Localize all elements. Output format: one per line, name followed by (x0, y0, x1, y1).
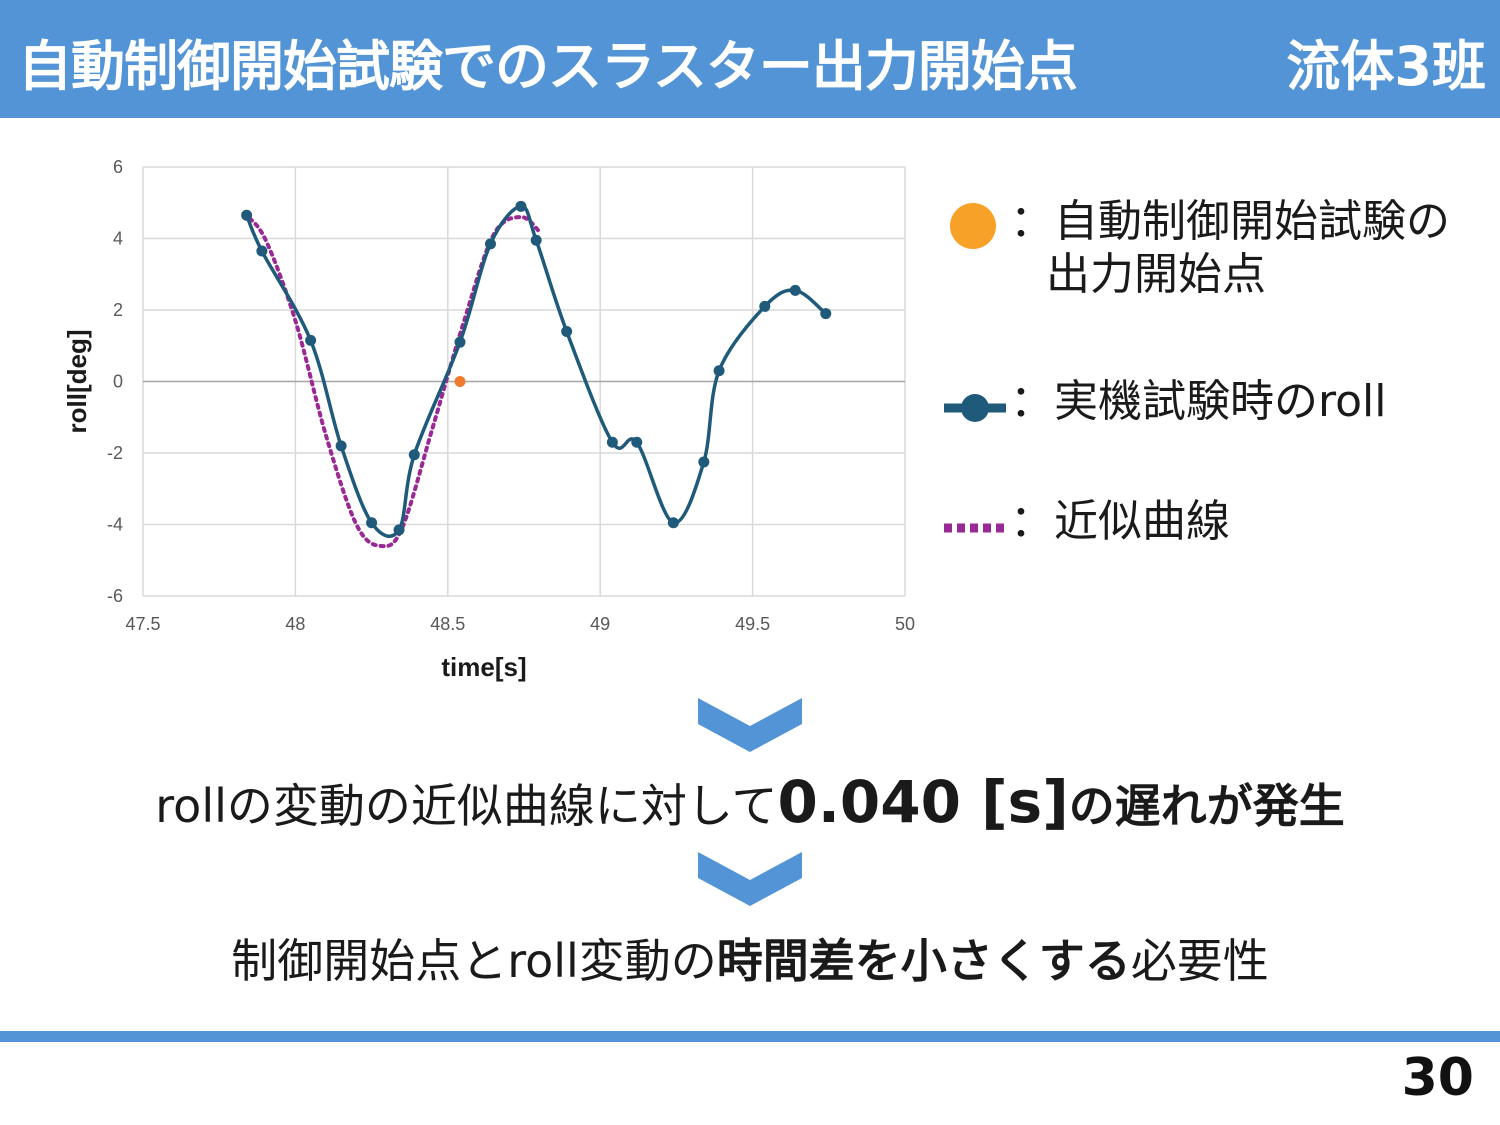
header-bar: 自動制御開始試験でのスラスター出力開始点 流体3班 (0, 0, 1500, 118)
x-tick-label: 48 (285, 614, 305, 634)
legend-label-start-point-line2: 出力開始点 (1046, 248, 1266, 300)
y-tick-label: -4 (107, 515, 123, 535)
roll-data-point (305, 334, 317, 346)
roll-data-point (606, 436, 618, 448)
roll-data-point (631, 436, 643, 448)
roll-data-point (820, 308, 832, 320)
roll-data-point (530, 234, 542, 246)
footer-bar (0, 1031, 1500, 1042)
statement-need: 制御開始点とroll変動の時間差を小さくする必要性 (0, 925, 1500, 991)
y-tick-label: 0 (113, 372, 123, 392)
x-tick-label: 49 (590, 614, 610, 634)
x-axis-label: time[s] (441, 652, 526, 682)
y-tick-label: 4 (113, 229, 123, 249)
roll-data-point (454, 336, 466, 348)
statement-need-emphasis: 時間差を小さくする (716, 934, 1131, 988)
roll-data-point (256, 245, 268, 257)
roll-data-point (335, 440, 347, 452)
roll-data-point (667, 517, 679, 529)
fit-curve (241, 211, 542, 549)
x-tick-label: 50 (895, 614, 915, 634)
roll-data-point (759, 300, 771, 312)
slide-title: 自動制御開始試験でのスラスター出力開始点 (18, 35, 1078, 98)
line-marker-icon (944, 394, 1006, 422)
legend-label-start-point: ：自動制御開始試験の (1010, 196, 1450, 247)
delay-value: 0.040 [s] (777, 768, 1069, 836)
dotted-line-icon (944, 523, 1006, 533)
roll-data-point (789, 284, 801, 296)
roll-data-point (393, 524, 405, 536)
y-axis-label: roll[deg] (62, 330, 92, 434)
roll-data-point (241, 209, 253, 221)
roll-data-point (713, 365, 725, 377)
start-point-marker (454, 376, 466, 387)
roll-data-point (698, 456, 710, 468)
legend-label-roll: ：実機試験時のroll (1010, 376, 1387, 427)
y-tick-label: -6 (107, 586, 123, 606)
roll-data-point (484, 238, 496, 250)
roll-data-point (561, 325, 573, 337)
x-tick-label: 48.5 (430, 614, 465, 634)
page-number: 30 (1401, 1048, 1474, 1108)
x-tick-label: 47.5 (125, 614, 160, 634)
orange-dot-icon (950, 203, 996, 249)
statement-delay-text: rollの変動の近似曲線に対して (155, 779, 778, 833)
x-tick-label: 49.5 (735, 614, 770, 634)
roll-chart: 47.5 48 48.5 49 49.5 50 6 4 2 0 -2 -4 -6 time[s] roll[… (62, 157, 915, 682)
y-tick-label: -2 (107, 443, 123, 463)
roll-data-point (515, 200, 527, 212)
chevron-down-icon (698, 698, 802, 752)
roll-data-point (408, 449, 420, 461)
statement-delay-suffix: の遅れが発生 (1068, 779, 1345, 833)
statement-need-suffix: 必要性 (1130, 934, 1269, 988)
roll-line (245, 204, 827, 539)
y-tick-label: 2 (113, 300, 123, 320)
legend-label-fit: ：近似曲線 (1010, 496, 1230, 547)
statement-need-text: 制御開始点とroll変動の (231, 934, 717, 988)
statement-delay: rollの変動の近似曲線に対して0.040 [s]の遅れが発生 (0, 768, 1500, 836)
team-name: 流体3班 (1286, 35, 1486, 98)
roll-data-point (366, 517, 378, 529)
y-tick-label: 6 (113, 157, 123, 177)
chevron-down-icon (698, 852, 802, 906)
